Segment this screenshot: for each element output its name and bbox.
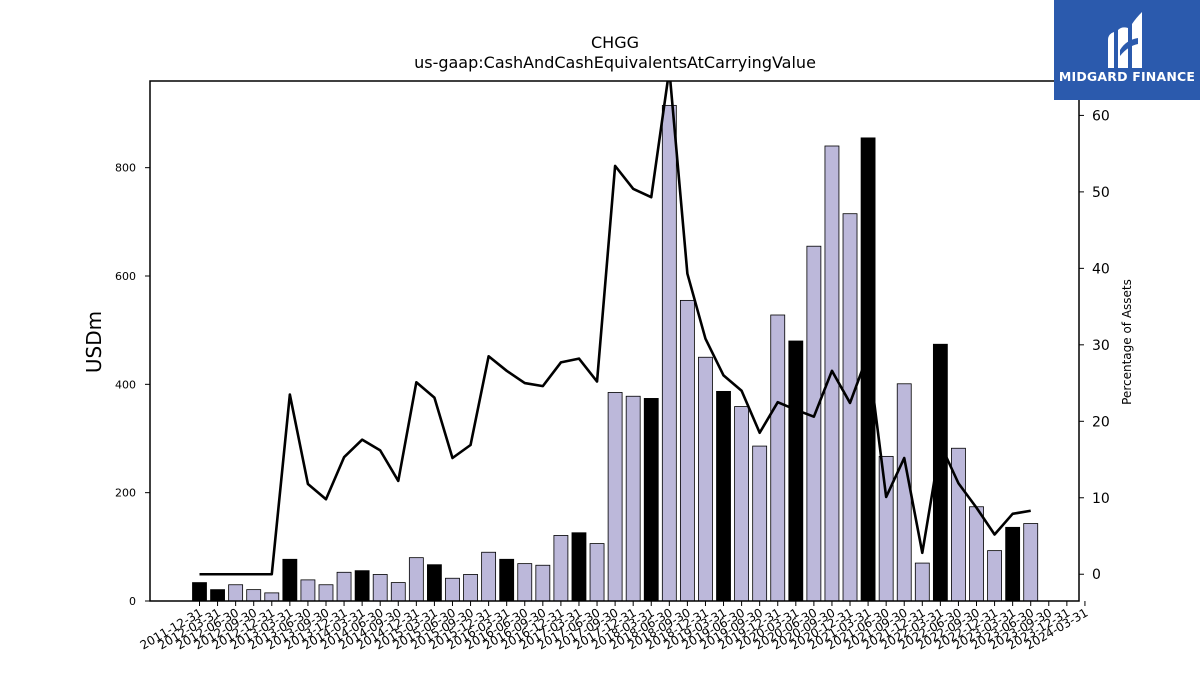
y-axis-label: USDm [82,311,106,373]
y-tick-label-800: 800 [115,162,136,175]
bar-2015-09-30 [463,574,478,601]
bar-2015-12-31 [481,551,497,601]
bar-2020-06-30 [806,245,822,601]
chart-title: CHGG [591,33,639,52]
y-axis-right: 0 10 20 30 40 50 60 [1079,108,1110,583]
y-tick-label-0: 0 [129,595,136,608]
y-tick-label-200: 200 [115,487,136,500]
midgard-logo-icon [1108,12,1142,68]
line-series [199,81,1031,576]
x-axis: 2011-12-312012-03-312012-06-302012-09-30… [138,601,1090,652]
bar-2019-12-31 [770,314,786,601]
bar-2017-09-30 [607,392,623,601]
bar-2012-12-31 [264,592,280,601]
bar-2017-06-30 [589,543,605,601]
bar-2014-12-31 [408,557,424,601]
bar-2017-03-31 [571,532,587,601]
bar-2020-12-31 [842,213,858,601]
y2-tick-label-10: 10 [1092,491,1110,507]
bar-2018-12-31 [698,356,713,601]
bar-2016-09-30 [535,564,551,601]
bar-2021-09-30 [896,383,912,601]
bar-2019-03-31 [716,390,731,601]
bar-2019-06-30 [734,406,749,601]
bar-2018-06-30 [661,104,677,601]
bar-2013-12-31 [336,571,352,601]
bar-2018-09-30 [679,299,695,601]
bar-2016-03-31 [499,558,515,601]
y2-tick-label-30: 30 [1092,338,1110,354]
y-axis-left: 0 200 400 600 800 [115,162,150,608]
logo-text: MIDGARD FINANCE [1058,69,1196,84]
y-tick-label-600: 600 [115,270,136,283]
y2-axis-label: Percentage of Assets [1120,279,1134,405]
bar-2013-09-30 [318,584,334,601]
bar-2019-09-30 [752,445,768,601]
bar-2022-09-30 [969,506,984,601]
bar-2016-12-31 [553,535,569,601]
plot-frame [149,80,1080,602]
chart-subtitle: us-gaap:CashAndCashEquivalentsAtCarrying… [414,53,816,72]
bar-2012-03-31 [210,589,225,601]
brand-logo: MIDGARD FINANCE [1054,0,1200,100]
bar-2022-03-31 [932,343,948,601]
bar-2018-03-31 [643,398,659,601]
percentage-line [199,81,1031,576]
bar-2014-03-31 [354,570,370,601]
bar-series [192,104,1039,601]
bar-2011-12-31 [192,582,207,601]
y2-tick-label-20: 20 [1092,414,1110,430]
bar-2017-12-31 [625,395,641,601]
bar-2021-12-31 [914,562,930,601]
bar-2014-06-30 [372,574,388,601]
bar-2012-09-30 [246,589,262,601]
bar-2013-03-31 [282,558,298,601]
bar-2021-06-30 [878,455,894,601]
bar-2015-03-31 [427,564,442,601]
bar-2023-06-30 [1023,523,1039,601]
bar-2023-03-31 [1005,526,1021,601]
bar-2022-12-31 [987,550,1002,601]
bar-2020-03-31 [788,340,804,601]
bar-2012-06-30 [228,584,244,601]
bar-2016-06-30 [517,563,533,601]
bar-2015-06-30 [445,577,460,601]
bar-2013-06-30 [300,579,316,601]
y2-tick-label-50: 50 [1092,185,1110,201]
y-tick-label-400: 400 [115,378,136,391]
y2-tick-label-0: 0 [1092,567,1101,583]
y2-tick-label-40: 40 [1092,261,1110,277]
y2-tick-label-60: 60 [1092,108,1110,124]
bar-2014-09-30 [390,582,406,601]
